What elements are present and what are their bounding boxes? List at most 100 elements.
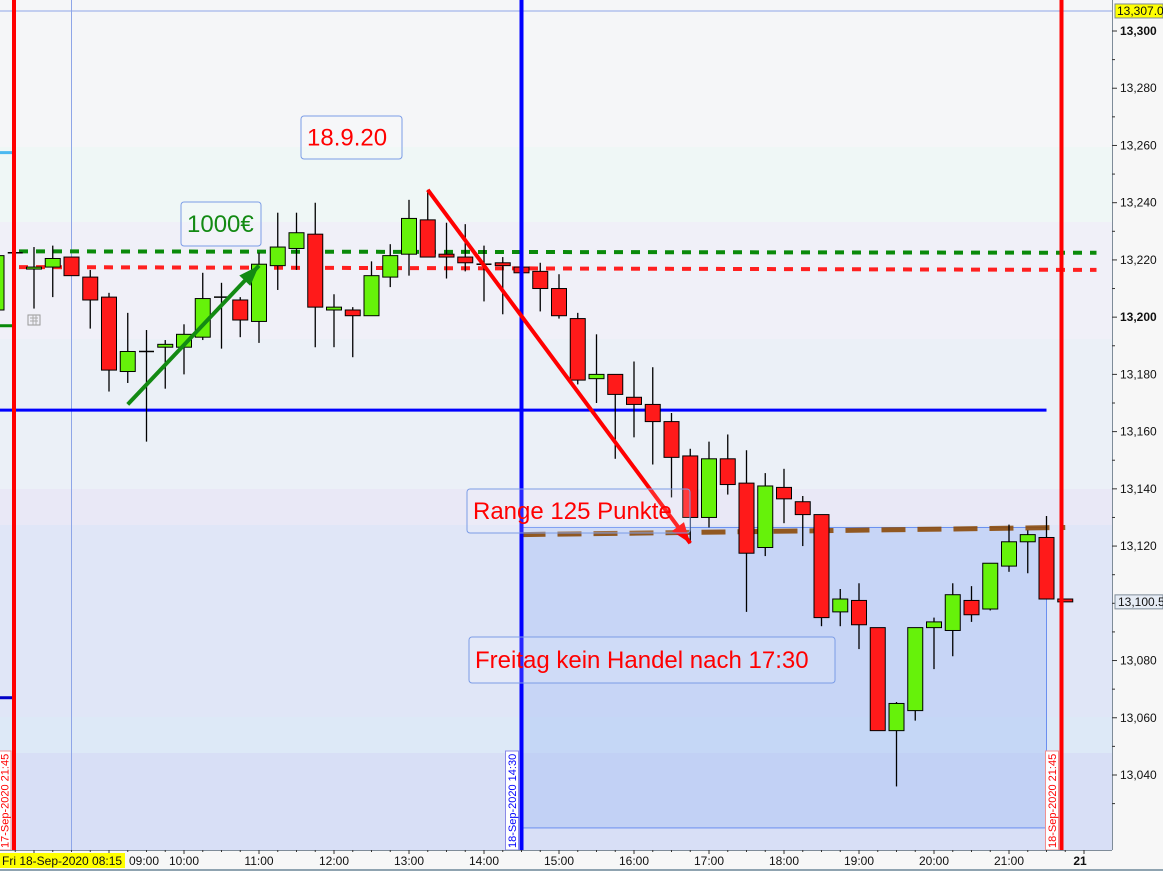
price-tick-label: 13,060 bbox=[1120, 711, 1157, 725]
candle[interactable] bbox=[776, 468, 792, 524]
annotation-range[interactable]: Range 125 Punkte bbox=[466, 488, 691, 534]
candle[interactable] bbox=[363, 261, 380, 317]
candle[interactable] bbox=[401, 199, 417, 276]
candle[interactable] bbox=[738, 450, 755, 612]
candle[interactable] bbox=[1057, 598, 1074, 603]
candle[interactable] bbox=[663, 413, 680, 498]
candle-body bbox=[307, 233, 324, 308]
crosshair-time-box bbox=[0, 853, 125, 868]
candle[interactable] bbox=[326, 294, 342, 348]
candle[interactable] bbox=[926, 617, 942, 670]
candle-body bbox=[569, 318, 586, 381]
candle[interactable] bbox=[26, 247, 42, 309]
annotation-date[interactable]: 18.9.20 bbox=[300, 115, 403, 160]
candle-body bbox=[1019, 534, 1036, 543]
candle-body bbox=[44, 257, 61, 268]
annotation-profit[interactable]: 1000€ bbox=[180, 201, 262, 247]
candle[interactable] bbox=[419, 189, 436, 258]
up-trend-arrow[interactable] bbox=[126, 264, 261, 406]
down-trend-arrow-shaft bbox=[426, 188, 692, 545]
candle-body bbox=[644, 403, 661, 423]
candle-body bbox=[888, 702, 905, 732]
candle[interactable] bbox=[869, 627, 886, 732]
candle[interactable] bbox=[701, 441, 717, 528]
candle-body bbox=[1057, 598, 1074, 603]
price-tick-label: 13,140 bbox=[1120, 482, 1157, 496]
annotation-text: 18.9.20 bbox=[307, 125, 387, 152]
candle-body bbox=[419, 219, 436, 258]
candle[interactable] bbox=[307, 202, 324, 348]
candle[interactable] bbox=[44, 245, 61, 298]
annotation-box bbox=[466, 488, 691, 534]
candle-body bbox=[251, 263, 267, 322]
candle[interactable] bbox=[851, 583, 867, 650]
candle[interactable] bbox=[644, 367, 661, 465]
candle[interactable] bbox=[494, 257, 511, 315]
candle[interactable] bbox=[569, 312, 586, 385]
time-tick-label: 16:00 bbox=[619, 854, 649, 868]
candle[interactable] bbox=[1019, 530, 1036, 574]
candle[interactable] bbox=[532, 262, 549, 312]
price-axis[interactable]: 13,300 13,280 13,260 13,240 13,220 13,200 13,1… bbox=[1112, 0, 1163, 871]
vertical-line-label: 18-Sep-2020 14:30 bbox=[507, 754, 519, 848]
annotation-note[interactable]: Freitag kein Handel nach 17:30 bbox=[468, 636, 836, 684]
candle[interactable] bbox=[551, 274, 567, 319]
candle-body bbox=[326, 306, 342, 311]
price-tick-label: 13,160 bbox=[1120, 425, 1157, 439]
candle[interactable] bbox=[813, 514, 830, 627]
time-tick-label: 19:00 bbox=[844, 854, 874, 868]
candle[interactable] bbox=[794, 495, 811, 547]
time-tick-label: 15:00 bbox=[544, 854, 574, 868]
candle[interactable] bbox=[832, 588, 849, 627]
candle[interactable] bbox=[757, 473, 774, 557]
candle[interactable] bbox=[119, 312, 136, 383]
time-axis[interactable]: 09:00 10:00 11:00 12:00 13:00 14:00 15:00 16:00… bbox=[0, 850, 1163, 871]
candle-body bbox=[851, 599, 867, 626]
candle[interactable] bbox=[982, 562, 999, 611]
up-trend-arrow-head bbox=[239, 265, 259, 286]
candle[interactable] bbox=[82, 269, 99, 329]
price-tick-label: 13,280 bbox=[1120, 81, 1157, 95]
candle-body bbox=[832, 598, 849, 613]
event-marker-icon[interactable] bbox=[27, 314, 41, 326]
background-band bbox=[0, 525, 1112, 717]
time-tick-label: 17:00 bbox=[694, 854, 724, 868]
candle[interactable] bbox=[438, 222, 455, 279]
candle-body bbox=[907, 627, 924, 712]
candle[interactable] bbox=[101, 292, 117, 392]
candle[interactable] bbox=[588, 334, 605, 403]
candle[interactable] bbox=[907, 627, 924, 721]
candle-body bbox=[288, 232, 305, 249]
candle[interactable] bbox=[719, 434, 736, 495]
background-band bbox=[0, 0, 1112, 147]
background-band bbox=[0, 717, 1112, 753]
candle[interactable] bbox=[344, 307, 361, 358]
candle-body bbox=[63, 256, 80, 277]
candle[interactable] bbox=[63, 256, 80, 277]
candle-body bbox=[963, 599, 980, 616]
candle[interactable] bbox=[176, 324, 192, 375]
candle[interactable] bbox=[457, 224, 474, 272]
candle-body bbox=[101, 296, 117, 371]
candle[interactable] bbox=[1038, 516, 1055, 600]
candle[interactable] bbox=[944, 583, 961, 657]
candle[interactable] bbox=[382, 244, 399, 288]
candle[interactable] bbox=[0, 250, 5, 316]
candle[interactable] bbox=[888, 702, 905, 787]
candle[interactable] bbox=[1001, 524, 1017, 572]
candle[interactable] bbox=[963, 586, 980, 622]
candle-body bbox=[701, 458, 717, 518]
candle[interactable] bbox=[269, 212, 286, 290]
background-band bbox=[0, 753, 1112, 850]
background-band bbox=[0, 147, 1112, 222]
candle[interactable] bbox=[251, 252, 267, 343]
candle-body bbox=[719, 458, 736, 486]
candle[interactable] bbox=[232, 297, 249, 338]
candle-body bbox=[363, 275, 380, 317]
time-tick-label: 13:00 bbox=[394, 854, 424, 868]
up-trend-arrow-shaft bbox=[126, 264, 261, 406]
candle[interactable] bbox=[288, 212, 305, 270]
candle[interactable] bbox=[626, 361, 642, 438]
candle-body bbox=[26, 266, 42, 270]
